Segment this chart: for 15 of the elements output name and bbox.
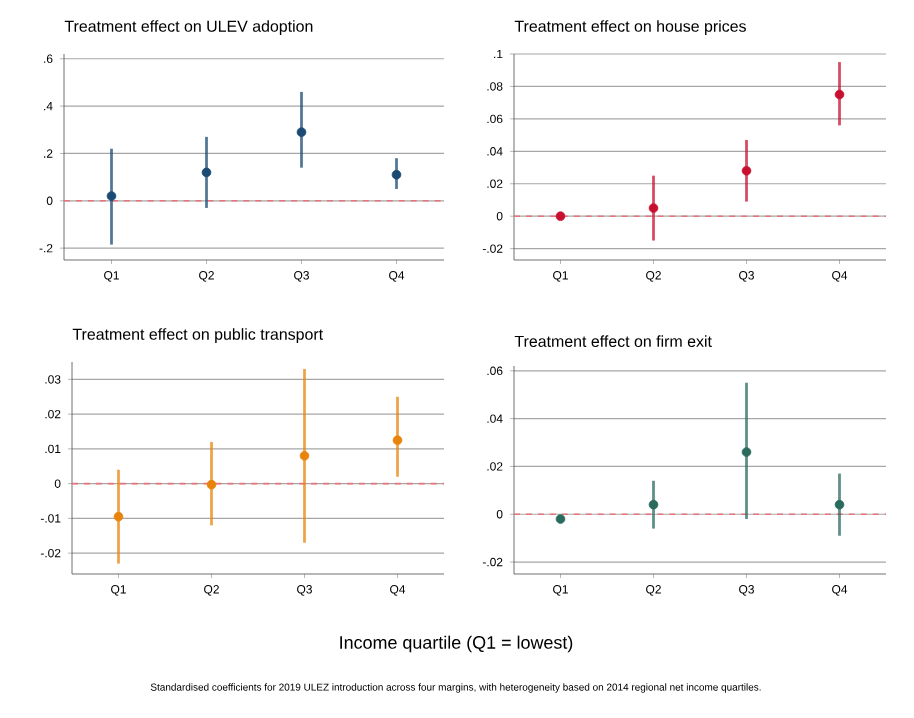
point — [648, 499, 659, 510]
point — [201, 167, 212, 178]
x-axis-title: Income quartile (Q1 = lowest) — [340, 635, 573, 653]
point — [391, 169, 402, 180]
point — [206, 479, 217, 490]
point — [392, 435, 403, 445]
point — [834, 499, 845, 510]
point — [299, 451, 310, 461]
point — [106, 191, 117, 201]
point — [741, 447, 752, 457]
point — [741, 166, 752, 176]
point — [113, 511, 124, 522]
point — [648, 203, 659, 213]
point — [296, 127, 307, 137]
point — [834, 89, 845, 100]
